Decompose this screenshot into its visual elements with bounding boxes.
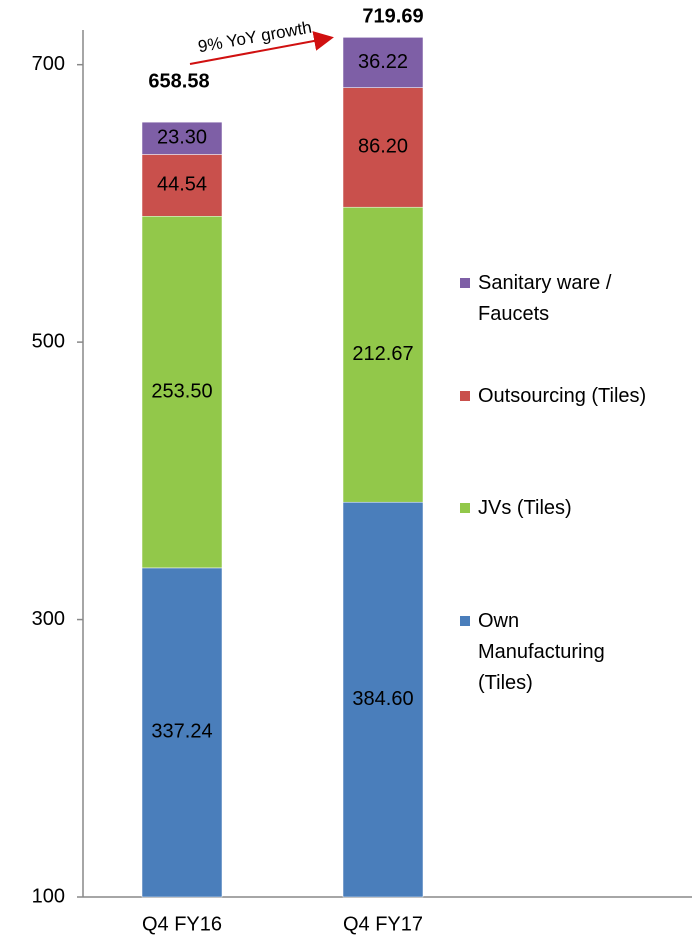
value-label: 44.54: [157, 174, 207, 196]
legend-label: Sanitary ware / Faucets: [478, 272, 612, 325]
legend-item: Outsourcing (Tiles): [460, 381, 690, 412]
bar-segment: [141, 154, 223, 217]
y-tick-label: 300: [32, 608, 65, 630]
value-label: 337.24: [151, 721, 212, 743]
bar-segment: [342, 87, 424, 208]
legend-swatch: [460, 503, 470, 513]
value-label: 384.60: [352, 688, 413, 710]
y-tick-label: 700: [32, 53, 65, 75]
legend-swatch: [460, 278, 470, 288]
value-label: 23.30: [157, 127, 207, 149]
growth-arrow: [189, 31, 334, 65]
value-label: 86.20: [358, 136, 408, 158]
total-label: 719.69: [362, 6, 423, 28]
y-tick-label: 100: [32, 885, 65, 907]
bar-segment: [141, 121, 223, 155]
y-tick-label: 500: [32, 330, 65, 352]
legend-swatch: [460, 616, 470, 626]
legend-item: Sanitary ware / Faucets: [460, 268, 690, 330]
legend-item: JVs (Tiles): [460, 493, 690, 524]
legend-label: Outsourcing (Tiles): [478, 385, 647, 407]
bar-segment: [141, 567, 223, 898]
bar-segment: [342, 501, 424, 898]
value-label: 36.22: [358, 51, 408, 73]
growth-annotation: 9% YoY growth: [197, 18, 314, 57]
legend-swatch: [460, 391, 470, 401]
bar-segment: [141, 215, 223, 569]
bar-segment: [342, 37, 424, 88]
value-label: 212.67: [352, 343, 413, 365]
legend-label: Own Manufacturing (Tiles): [478, 610, 605, 694]
x-tick-label: Q4 FY17: [343, 913, 423, 935]
legend-label: JVs (Tiles): [478, 497, 572, 519]
bar-segment: [342, 206, 424, 503]
x-tick-label: Q4 FY16: [142, 913, 222, 935]
value-label: 253.50: [151, 380, 212, 402]
legend-item: Own Manufacturing (Tiles): [460, 606, 690, 699]
total-label: 658.58: [148, 70, 209, 92]
